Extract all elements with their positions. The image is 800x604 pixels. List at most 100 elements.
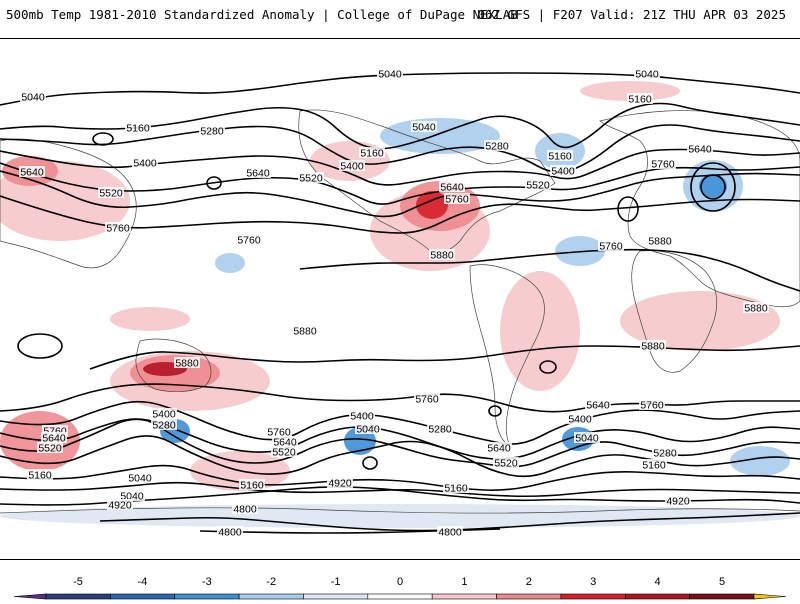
contour-label: 5160: [547, 150, 573, 163]
contour-5880: [299, 248, 800, 292]
contour-label: 5400: [151, 408, 177, 421]
closed-contour: [700, 174, 726, 200]
contour-label: 4920: [665, 495, 691, 508]
anomaly-shading: [0, 81, 800, 528]
contour-5640: [0, 400, 800, 445]
contour-label-text: 4800: [438, 527, 462, 539]
contour-label-text: 5640: [440, 182, 464, 194]
asia-west-coastline: [0, 138, 137, 269]
contour-label-text: 5040: [635, 69, 659, 81]
anomaly-region: [699, 174, 727, 198]
eurasia-coastline: [599, 110, 800, 308]
anomaly-region: [215, 253, 245, 273]
contour-label: 4920: [107, 499, 133, 512]
contour-label-text: 5880: [175, 358, 199, 370]
colorbar-segment: [303, 593, 369, 600]
contour-label-text: 5760: [415, 394, 439, 406]
closed-contour: [488, 405, 502, 417]
contour-label-text: 5280: [428, 424, 452, 436]
contour-label: 5160: [443, 482, 469, 495]
contour-label-text: 5760: [106, 223, 130, 235]
contour-label: 5760: [105, 222, 131, 235]
colorbar-canvas: -5 -4 -3 -2 -1 0 1 2 3 4 5: [13, 576, 787, 600]
contour-label: 5640: [245, 167, 271, 180]
africa-coastline: [631, 250, 718, 373]
contour-5160: [0, 464, 800, 491]
contour-label: 5160: [641, 459, 667, 472]
contour-label: 5280: [484, 140, 510, 153]
contour-label-text: 5040: [575, 433, 599, 445]
contour-label: 5760: [444, 193, 470, 206]
colorbar-segment: [367, 593, 433, 600]
colorbar-segment: [560, 593, 626, 600]
south-america-coastline: [469, 264, 545, 447]
contour-label: 4800: [217, 526, 243, 539]
contour-label: 5880: [640, 340, 666, 353]
contour-label: 5040: [377, 68, 403, 81]
contour-label-text: 5160: [642, 460, 666, 472]
colorbar-segments: [13, 593, 787, 600]
contour-label: 5160: [627, 93, 653, 106]
contour-label-text: 5640: [688, 144, 712, 156]
contour-label-text: 5640: [20, 167, 44, 179]
contour-label-text: 5160: [360, 148, 384, 160]
colorbar-tick-label: 5: [719, 576, 725, 588]
contour-label-text: 5760: [237, 235, 261, 247]
contour-5640: [0, 170, 800, 218]
contour-label-text: 5520: [299, 173, 323, 185]
contour-label: 5760: [650, 158, 676, 171]
closed-contour: [617, 196, 639, 222]
colorbar-tick-label: 0: [397, 576, 403, 588]
contour-label-text: 5520: [526, 180, 550, 192]
contour-5400: [0, 148, 800, 186]
contour-label: 5040: [634, 68, 660, 81]
contour-label: 5280: [151, 419, 177, 432]
anomaly-region: [380, 118, 500, 154]
contour-4920: [0, 486, 800, 506]
contour-label-text: 5880: [293, 326, 317, 338]
colorbar-tick-label: -3: [202, 576, 212, 588]
closed-contour: [539, 360, 557, 374]
contour-label: 5520: [525, 179, 551, 192]
contour-label-text: 5280: [200, 126, 224, 138]
antarctica-coastline: [0, 507, 800, 514]
contour-label-text: 5400: [133, 158, 157, 170]
contour-label: 5040: [20, 91, 46, 104]
contour-label-text: 5040: [412, 122, 436, 134]
contour-label-text: 5760: [651, 159, 675, 171]
contour-label-text: 5760: [640, 400, 664, 412]
contour-label: 5760: [236, 234, 262, 247]
contour-label: 5640: [486, 442, 512, 455]
contour-5400: [0, 418, 800, 468]
contour-label: 4800: [232, 503, 258, 516]
contour-label: 5400: [550, 165, 576, 178]
contour-label-text: 5880: [430, 250, 454, 262]
contour-label: 5280: [652, 447, 678, 460]
weather-map: 5040 5040 5040 5160 5160 5280 5040 5280 5160 5160…: [0, 38, 800, 560]
contour-label-text: 5880: [744, 303, 768, 315]
contour-label: 5880: [743, 302, 769, 315]
contour-label-text: 5160: [444, 483, 468, 495]
contour-5160: [0, 102, 800, 150]
contour-label-text: 4800: [218, 527, 242, 539]
colorbar-tick-label: 4: [655, 576, 661, 588]
contour-label: 5400: [132, 157, 158, 170]
contour-label-text: 4920: [666, 496, 690, 508]
colorbar-segment: [689, 593, 755, 600]
contour-label-text: 5400: [152, 409, 176, 421]
contour-label: 5880: [292, 325, 318, 338]
anomaly-region: [110, 307, 190, 331]
colorbar-tick-label: 3: [590, 576, 596, 588]
colorbar-segment: [174, 593, 240, 600]
contour-label-text: 5640: [586, 400, 610, 412]
contour-label-text: 5400: [340, 161, 364, 173]
contour-label: 5400: [567, 413, 593, 426]
colorbar-segment: [624, 593, 690, 600]
map-header: 500mb Temp 1981-2010 Standardized Anomal…: [0, 0, 800, 30]
contour-label-text: 5280: [485, 141, 509, 153]
contour-label: 5520: [493, 457, 519, 470]
contour-label: 5640: [41, 432, 67, 445]
contour-label: 5400: [339, 160, 365, 173]
closed-contour: [17, 333, 63, 359]
